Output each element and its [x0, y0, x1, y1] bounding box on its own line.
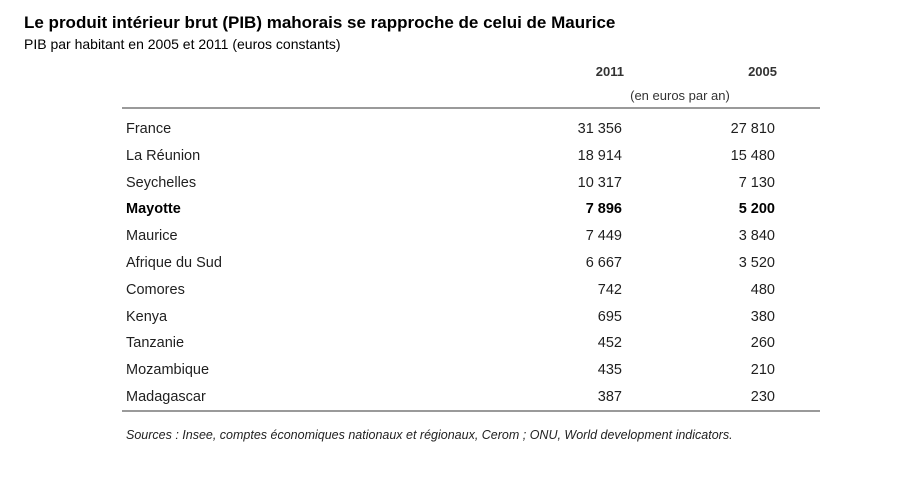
value-2011: 31 356: [577, 121, 622, 137]
units-label: (en euros par an): [630, 88, 730, 103]
value-2005: 27 810: [730, 121, 775, 137]
table-subtitle: PIB par habitant en 2005 et 2011 (euros …: [24, 36, 341, 52]
country-name: Kenya: [126, 308, 168, 325]
sources-note: Sources : Insee, comptes économiques nat…: [126, 428, 733, 442]
country-name: Madagascar: [126, 388, 206, 405]
value-2005: 210: [750, 362, 775, 379]
country-name: France: [126, 121, 172, 137]
value-2011: 695: [597, 308, 622, 325]
table-row: La Réunion 18 914 15 480: [122, 145, 820, 172]
value-2005: 380: [750, 308, 775, 325]
value-2011: 387: [597, 388, 622, 405]
country-name: Tanzanie: [126, 335, 185, 352]
value-2011: 742: [597, 281, 622, 298]
table-row: France 31 356 27 810: [122, 118, 820, 145]
country-name: Mozambique: [126, 362, 210, 379]
table-row: Mayotte 7 896 5 200: [122, 198, 820, 225]
value-2005: 15 480: [730, 147, 775, 164]
table-row: Comores 742 480: [122, 279, 820, 306]
value-2011: 452: [597, 335, 622, 352]
country-name: Seychelles: [126, 174, 197, 191]
value-2005: 230: [750, 388, 775, 405]
value-2005: 260: [750, 335, 775, 352]
value-2011: 7 896: [585, 201, 622, 218]
value-2005: 3 840: [738, 228, 775, 245]
table-row: Maurice 7 449 3 840: [122, 225, 820, 252]
table-row: Afrique du Sud 6 667 3 520: [122, 252, 820, 279]
table-top-rule: [122, 107, 820, 109]
country-name: La Réunion: [126, 147, 201, 164]
country-name: Afrique du Sud: [126, 254, 222, 271]
value-2011: 10 317: [577, 174, 622, 191]
value-2005: 5 200: [738, 201, 775, 218]
country-name: Mayotte: [126, 201, 181, 218]
table-row: Tanzanie 452 260: [122, 332, 820, 359]
value-2011: 6 667: [585, 254, 622, 271]
value-2005: 3 520: [738, 254, 775, 271]
column-header-2011: 2011: [595, 64, 624, 79]
value-2005: 480: [750, 281, 775, 298]
table-row: Mozambique 435 210: [122, 359, 820, 386]
table-row: Seychelles 10 317 7 130: [122, 172, 820, 199]
value-2011: 18 914: [577, 147, 622, 164]
country-name: Maurice: [126, 228, 178, 245]
table-row: Kenya 695 380: [122, 306, 820, 333]
value-2005: 7 130: [738, 174, 775, 191]
value-2011: 435: [597, 362, 622, 379]
table-body: France 31 356 27 810 La Réunion 18 914 15 480…: [122, 118, 820, 413]
column-header-2005: 2005: [748, 64, 777, 79]
table-row: Madagascar 387 230: [122, 386, 820, 413]
table-bottom-rule: [122, 410, 820, 412]
table-title: Le produit intérieur brut (PIB) mahorais…: [24, 13, 616, 32]
value-2011: 7 449: [585, 228, 622, 245]
country-name: Comores: [126, 281, 185, 298]
